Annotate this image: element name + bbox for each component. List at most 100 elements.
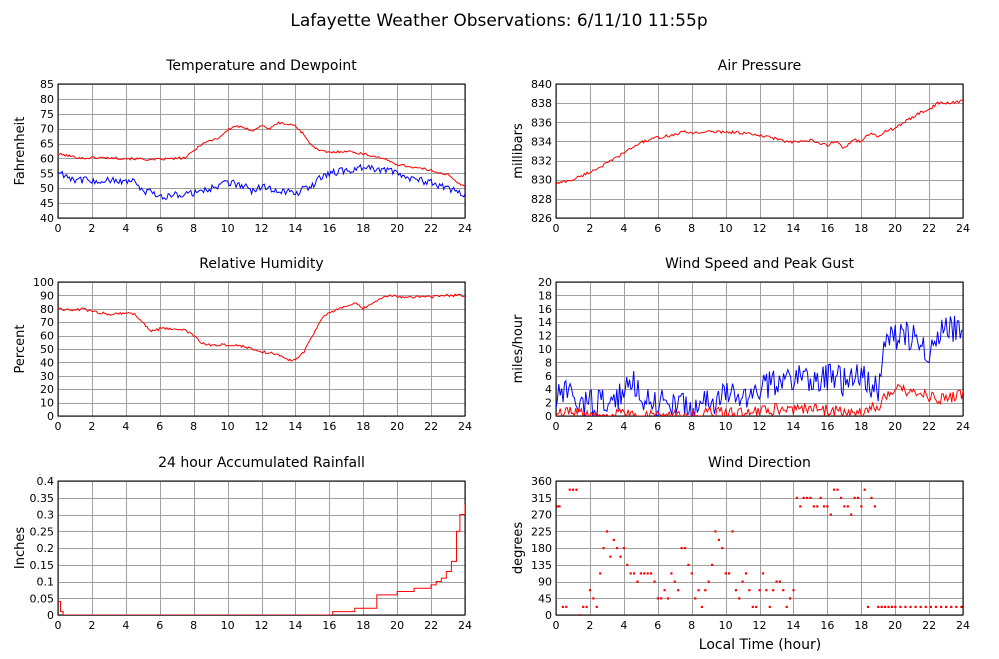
scatter-point [772,589,775,592]
scatter-point [700,605,703,608]
x-tick-label: 0 [553,619,560,632]
scatter-point [802,496,805,499]
y-tick-label: 0 [545,410,552,423]
y-tick-label: 836 [531,116,552,129]
x-tick-label: 4 [620,420,627,433]
y-tick-label: 75 [40,108,54,121]
y-tick-label: 60 [40,330,54,343]
y-tick-label: 90 [538,576,552,589]
y-tick-label: 838 [531,97,552,110]
x-tick-label: 22 [424,619,438,632]
x-tick-label: 18 [854,222,868,235]
x-tick-label: 18 [854,420,868,433]
scatter-point [663,589,666,592]
scatter-point [741,580,744,583]
chart-title: Temperature and Dewpoint [165,58,357,74]
x-tick-label: 12 [255,222,269,235]
scatter-point [751,605,754,608]
scatter-point [582,605,585,608]
x-tick-label: 2 [586,619,593,632]
page-title: Lafayette Weather Observations: 6/11/10 … [290,11,707,31]
scatter-point [650,572,653,575]
scatter-point [887,605,890,608]
x-tick-label: 10 [719,619,733,632]
scatter-point [643,572,646,575]
series-line-0 [58,293,465,362]
x-tick-label: 20 [390,619,404,632]
x-tick-label: 24 [956,619,970,632]
scatter-point [829,513,832,516]
scatter-point [899,605,902,608]
x-tick-label: 8 [688,420,695,433]
scatter-point [792,589,795,592]
y-tick-label: 834 [531,135,552,148]
scatter-point [568,488,571,491]
shared-x-axis-label: Local Time (hour) [699,637,821,653]
y-tick-label: 0 [545,609,552,622]
y-tick-label: 45 [40,197,54,210]
y-tick-label: 40 [40,212,54,225]
x-tick-label: 0 [553,222,560,235]
scatter-point [680,547,683,550]
scatter-point [919,605,922,608]
x-tick-label: 14 [288,619,302,632]
scatter-point [653,580,656,583]
y-tick-label: 70 [40,123,54,136]
scatter-point [629,572,632,575]
scatter-point [940,605,943,608]
x-tick-label: 6 [156,619,163,632]
scatter-point [588,589,592,592]
x-tick-label: 24 [458,420,472,433]
scatter-point [575,488,578,491]
plot-area [57,83,466,219]
y-axis-label: Fahrenheit [13,117,28,186]
x-tick-label: 2 [586,420,593,433]
x-tick-label: 16 [322,420,336,433]
x-tick-label: 16 [820,619,834,632]
y-tick-label: 40 [40,356,54,369]
y-axis-label: degrees [511,522,526,575]
y-tick-label: 0.35 [30,492,55,505]
x-tick-label: 0 [55,619,62,632]
scatter-point [860,505,863,508]
scatter-point [612,538,615,541]
scatter-point [734,589,737,592]
x-tick-label: 22 [922,619,936,632]
scatter-point [646,572,649,575]
y-tick-label: 0 [47,609,54,622]
x-tick-label: 8 [190,420,197,433]
y-tick-label: 30 [40,370,54,383]
scatter-point [565,605,568,608]
x-tick-label: 8 [190,619,197,632]
scatter-point [914,605,917,608]
x-tick-label: 6 [156,420,163,433]
scatter-point [934,605,938,608]
y-tick-label: 12 [538,330,552,343]
y-tick-label: 180 [531,542,552,555]
scatter-point [806,496,809,499]
scatter-point [687,563,690,566]
scatter-point [856,496,860,499]
scatter-point [809,496,812,499]
scatter-point [904,605,907,608]
scatter-point [744,572,748,575]
x-tick-label: 12 [255,420,269,433]
x-tick-label: 14 [288,420,302,433]
scatter-point [768,605,771,608]
y-tick-label: 0.05 [30,592,55,605]
y-tick-label: 0.2 [37,542,55,555]
scatter-point [666,597,670,600]
x-tick-label: 6 [654,222,661,235]
scatter-point [602,547,605,550]
y-tick-label: 80 [40,93,54,106]
scatter-point [690,572,693,575]
scatter-point [677,589,680,592]
y-tick-label: 0.4 [37,475,55,488]
series-line-0 [58,504,465,615]
x-tick-label: 2 [88,222,95,235]
y-tick-label: 832 [531,155,552,168]
x-tick-label: 8 [190,222,197,235]
scatter-point [873,505,876,508]
